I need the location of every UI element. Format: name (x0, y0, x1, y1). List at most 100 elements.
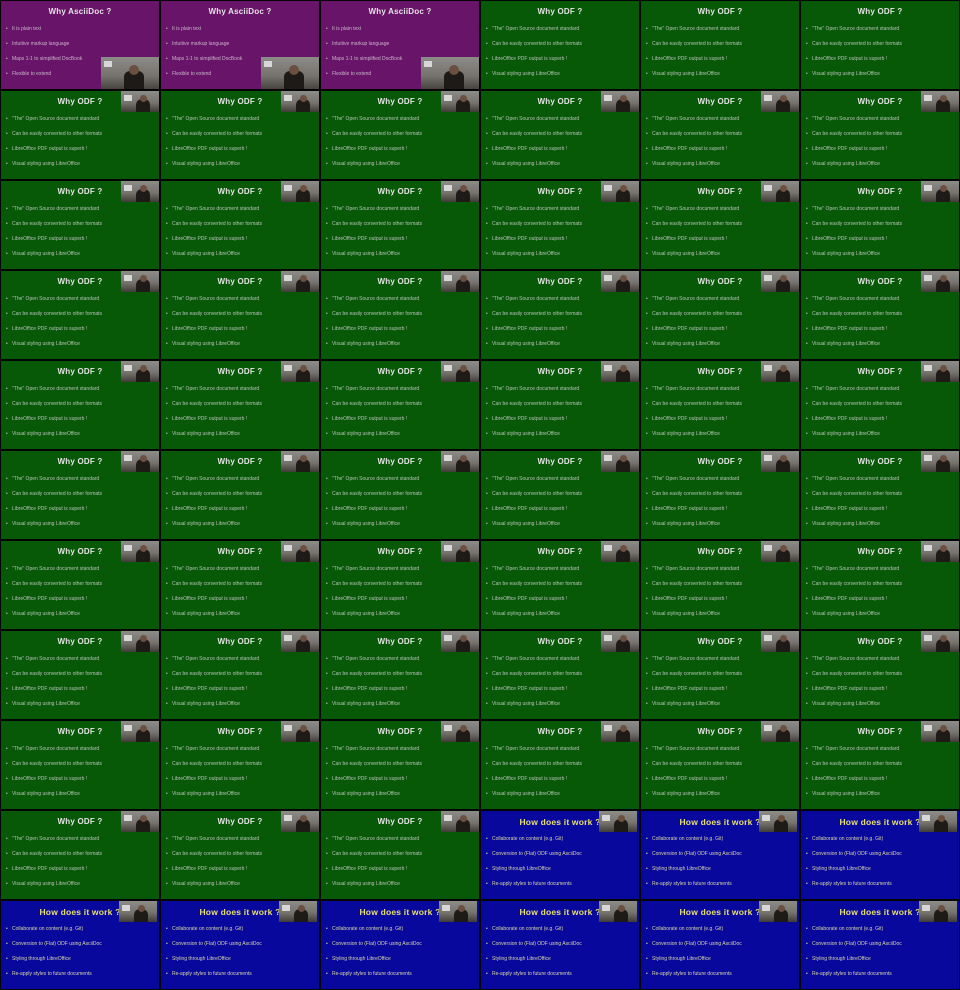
slide-thumbnail[interactable]: How does it work ? • Collaborate on conten… (800, 810, 960, 900)
bullet-icon: • (806, 401, 808, 407)
slide-thumbnail[interactable]: Why ODF ? • "The" Open Source document sta… (160, 90, 320, 180)
slide-thumbnail[interactable]: How does it work ? • Collaborate on conten… (640, 810, 800, 900)
slide-thumbnail[interactable]: Why ODF ? • "The" Open Source document sta… (800, 450, 960, 540)
slide-thumbnail[interactable]: Why ODF ? • "The" Open Source document sta… (320, 630, 480, 720)
slide-thumbnail[interactable]: Why ODF ? • "The" Open Source document sta… (640, 270, 800, 360)
slide-thumbnail[interactable]: Why ODF ? • "The" Open Source document sta… (800, 630, 960, 720)
slide-thumbnail[interactable]: Why ODF ? • "The" Open Source document sta… (480, 90, 640, 180)
slide-bullet: • LibreOffice PDF output is superb ! (166, 232, 315, 247)
slide-thumbnail[interactable]: Why ODF ? • "The" Open Source document sta… (160, 630, 320, 720)
slide-thumbnail[interactable]: How does it work ? • Collaborate on conten… (480, 810, 640, 900)
bullet-text: "The" Open Source document standard (652, 116, 740, 122)
slide-bullet: • "The" Open Source document standard (646, 292, 795, 307)
bullet-icon: • (6, 131, 8, 137)
speaker-video-inset (921, 181, 959, 202)
speaker-body (296, 99, 311, 112)
slide-thumbnail[interactable]: How does it work ? • Collaborate on conten… (320, 900, 480, 990)
slide-bullet: • Visual styling using LibreOffice (6, 427, 155, 442)
slide-thumbnail[interactable]: Why ODF ? • "The" Open Source document sta… (480, 180, 640, 270)
slide-thumbnail[interactable]: Why ODF ? • "The" Open Source document sta… (480, 720, 640, 810)
slide-thumbnail[interactable]: Why ODF ? • "The" Open Source document sta… (640, 90, 800, 180)
slide-thumbnail[interactable]: Why ODF ? • "The" Open Source document sta… (0, 450, 160, 540)
slide-thumbnail[interactable]: Why ODF ? • "The" Open Source document sta… (0, 630, 160, 720)
bullet-icon: • (806, 161, 808, 167)
slide-thumbnail[interactable]: Why ODF ? • "The" Open Source document sta… (160, 810, 320, 900)
slide-thumbnail[interactable]: Why ODF ? • "The" Open Source document sta… (0, 720, 160, 810)
slide-thumbnail[interactable]: Why ODF ? • "The" Open Source document sta… (160, 270, 320, 360)
slide-thumbnail[interactable]: Why ODF ? • "The" Open Source document sta… (800, 270, 960, 360)
background-screen (604, 275, 612, 281)
slide-thumbnail[interactable]: Why ODF ? • "The" Open Source document sta… (640, 450, 800, 540)
slide-thumbnail[interactable]: Why ODF ? • "The" Open Source document sta… (320, 540, 480, 630)
slide-thumbnail[interactable]: Why ODF ? • "The" Open Source document sta… (320, 450, 480, 540)
slide-bullet: • Conversion to (Flat) ODF using AsciiDoc (326, 937, 475, 952)
slide-thumbnail[interactable]: How does it work ? • Collaborate on conten… (640, 900, 800, 990)
slide-thumbnail[interactable]: Why ODF ? • "The" Open Source document sta… (800, 720, 960, 810)
slide-thumbnail[interactable]: How does it work ? • Collaborate on conten… (160, 900, 320, 990)
slide-thumbnail[interactable]: Why ODF ? • "The" Open Source document sta… (800, 180, 960, 270)
slide-thumbnail[interactable]: Why ODF ? • "The" Open Source document sta… (320, 810, 480, 900)
speaker-body (296, 369, 311, 382)
slide-bullet: • Visual styling using LibreOffice (806, 337, 955, 352)
bullet-text: LibreOffice PDF output is superb ! (172, 686, 248, 692)
slide-thumbnail[interactable]: Why ODF ? • "The" Open Source document sta… (800, 90, 960, 180)
slide-thumbnail[interactable]: Why ODF ? • "The" Open Source document sta… (160, 720, 320, 810)
slide-bullet: • LibreOffice PDF output is superb ! (486, 682, 635, 697)
slide-thumbnail[interactable]: Why AsciiDoc ? • It is plain text • Intuitiv… (320, 0, 480, 90)
slide-thumbnail[interactable]: Why ODF ? • "The" Open Source document sta… (320, 720, 480, 810)
speaker-body (776, 99, 791, 112)
slide-bullet: • "The" Open Source document standard (326, 652, 475, 667)
slide-thumbnail[interactable]: Why ODF ? • "The" Open Source document sta… (320, 270, 480, 360)
slide-thumbnail[interactable]: Why ODF ? • "The" Open Source document sta… (480, 540, 640, 630)
slide-thumbnail[interactable]: How does it work ? • Collaborate on conten… (800, 900, 960, 990)
speaker-body (616, 639, 631, 652)
slide-thumbnail[interactable]: Why ODF ? • "The" Open Source document sta… (320, 180, 480, 270)
slide-thumbnail[interactable]: Why ODF ? • "The" Open Source document sta… (160, 180, 320, 270)
bullet-icon: • (646, 116, 648, 122)
slide-thumbnail[interactable]: Why ODF ? • "The" Open Source document sta… (640, 540, 800, 630)
slide-thumbnail[interactable]: Why ODF ? • "The" Open Source document sta… (480, 0, 640, 90)
bullet-text: LibreOffice PDF output is superb ! (652, 506, 728, 512)
slide-bullet: • "The" Open Source document standard (166, 562, 315, 577)
slide-thumbnail[interactable]: Why ODF ? • "The" Open Source document sta… (640, 720, 800, 810)
slide-bullet: • Can be easily converted to other format… (166, 217, 315, 232)
bullet-icon: • (806, 701, 808, 707)
bullet-text: Can be easily converted to other formats (172, 311, 263, 317)
slide-thumbnail[interactable]: Why ODF ? • "The" Open Source document sta… (160, 540, 320, 630)
slide-thumbnail[interactable]: Why ODF ? • "The" Open Source document sta… (640, 180, 800, 270)
bullet-icon: • (646, 326, 648, 332)
slide-thumbnail[interactable]: Why ODF ? • "The" Open Source document sta… (0, 180, 160, 270)
background-screen (764, 365, 772, 371)
slide-thumbnail[interactable]: Why AsciiDoc ? • It is plain text • Intuitiv… (0, 0, 160, 90)
slide-thumbnail[interactable]: Why ODF ? • "The" Open Source document sta… (480, 630, 640, 720)
slide-thumbnail[interactable]: How does it work ? • Collaborate on conten… (0, 900, 160, 990)
slide-thumbnail[interactable]: Why ODF ? • "The" Open Source document sta… (160, 450, 320, 540)
slide-thumbnail[interactable]: Why ODF ? • "The" Open Source document sta… (0, 90, 160, 180)
bullet-text: LibreOffice PDF output is superb ! (12, 506, 88, 512)
slide-thumbnail[interactable]: Why ODF ? • "The" Open Source document sta… (320, 360, 480, 450)
slide-thumbnail[interactable]: Why ODF ? • "The" Open Source document sta… (0, 540, 160, 630)
slide-bullets: • "The" Open Source document standard • Can… (326, 832, 475, 892)
bullet-text: Can be easily converted to other formats (332, 311, 423, 317)
slide-thumbnail[interactable]: Why ODF ? • "The" Open Source document sta… (640, 630, 800, 720)
slide-thumbnail[interactable]: Why ODF ? • "The" Open Source document sta… (160, 360, 320, 450)
slide-thumbnail[interactable]: Why ODF ? • "The" Open Source document sta… (320, 90, 480, 180)
slide-bullet: • Maps 1-1 to simplified DocBook (326, 52, 475, 67)
slide-thumbnail[interactable]: Why ODF ? • "The" Open Source document sta… (480, 450, 640, 540)
slide-thumbnail[interactable]: How does it work ? • Collaborate on conten… (480, 900, 640, 990)
slide-thumbnail[interactable]: Why AsciiDoc ? • It is plain text • Intuitiv… (160, 0, 320, 90)
slide-thumbnail[interactable]: Why ODF ? • "The" Open Source document sta… (0, 270, 160, 360)
slide-thumbnail[interactable]: Why ODF ? • "The" Open Source document sta… (480, 360, 640, 450)
slide-thumbnail[interactable]: Why ODF ? • "The" Open Source document sta… (800, 0, 960, 90)
background-screen (444, 275, 452, 281)
bullet-icon: • (486, 41, 488, 47)
slide-thumbnail[interactable]: Why ODF ? • "The" Open Source document sta… (0, 360, 160, 450)
slide-thumbnail[interactable]: Why ODF ? • "The" Open Source document sta… (480, 270, 640, 360)
bullet-icon: • (806, 26, 808, 32)
slide-thumbnail[interactable]: Why ODF ? • "The" Open Source document sta… (800, 360, 960, 450)
slide-thumbnail[interactable]: Why ODF ? • "The" Open Source document sta… (800, 540, 960, 630)
slide-thumbnail[interactable]: Why ODF ? • "The" Open Source document sta… (640, 0, 800, 90)
slide-thumbnail[interactable]: Why ODF ? • "The" Open Source document sta… (640, 360, 800, 450)
slide-thumbnail[interactable]: Why ODF ? • "The" Open Source document sta… (0, 810, 160, 900)
bullet-text: LibreOffice PDF output is superb ! (492, 236, 568, 242)
